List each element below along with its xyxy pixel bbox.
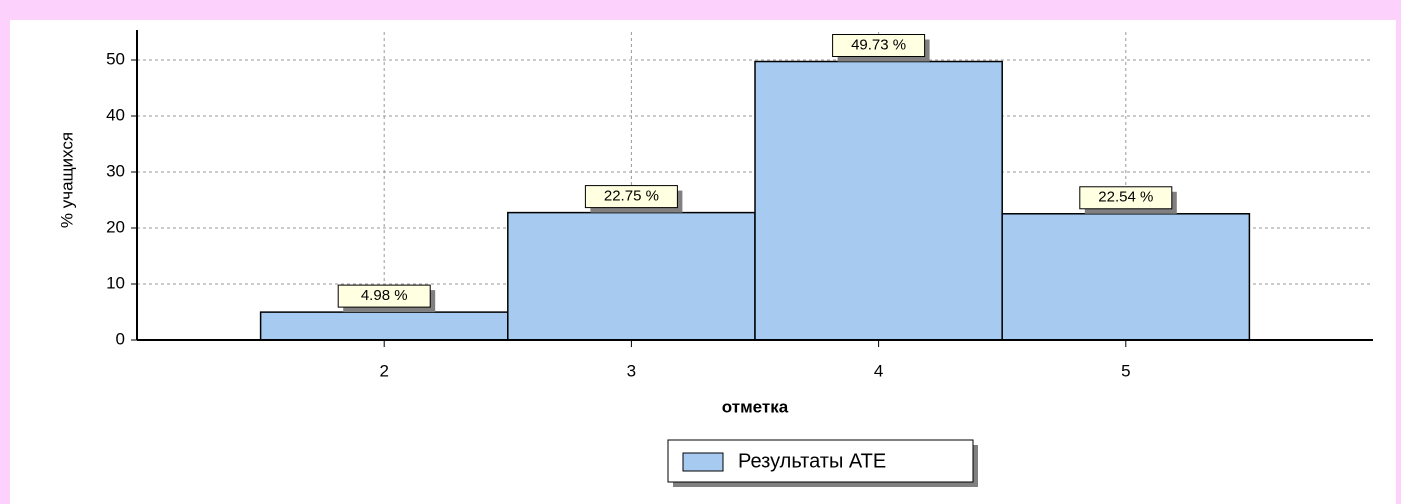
value-label-box bbox=[1079, 186, 1173, 210]
y-axis-label: % учащихся bbox=[57, 132, 76, 228]
y-tick-label: 10 bbox=[106, 273, 125, 292]
y-tick-label: 30 bbox=[106, 161, 125, 180]
value-label-box bbox=[584, 185, 678, 209]
bar bbox=[259, 311, 509, 341]
bar bbox=[754, 60, 1003, 341]
bar bbox=[1001, 213, 1251, 341]
legend-label: Результаты АТЕ bbox=[738, 450, 886, 472]
y-tick-label: 20 bbox=[106, 217, 125, 236]
value-label: 22.54 % bbox=[1098, 189, 1153, 206]
legend-swatch bbox=[682, 452, 724, 472]
x-tick-label: 3 bbox=[627, 361, 636, 380]
x-axis-label: отметка bbox=[722, 397, 789, 416]
value-label-box bbox=[337, 284, 431, 308]
y-tick-label: 50 bbox=[106, 49, 125, 68]
value-label: 4.98 % bbox=[361, 287, 408, 304]
value-label: 49.73 % bbox=[851, 36, 906, 53]
y-tick-label: 0 bbox=[116, 329, 125, 348]
x-tick-label: 5 bbox=[1121, 361, 1130, 380]
value-label-box bbox=[832, 34, 926, 58]
bar bbox=[507, 211, 756, 341]
x-tick-label: 4 bbox=[874, 361, 883, 380]
x-tick-label: 2 bbox=[379, 361, 388, 380]
y-tick-label: 40 bbox=[106, 105, 125, 124]
value-label: 22.75 % bbox=[604, 188, 659, 205]
